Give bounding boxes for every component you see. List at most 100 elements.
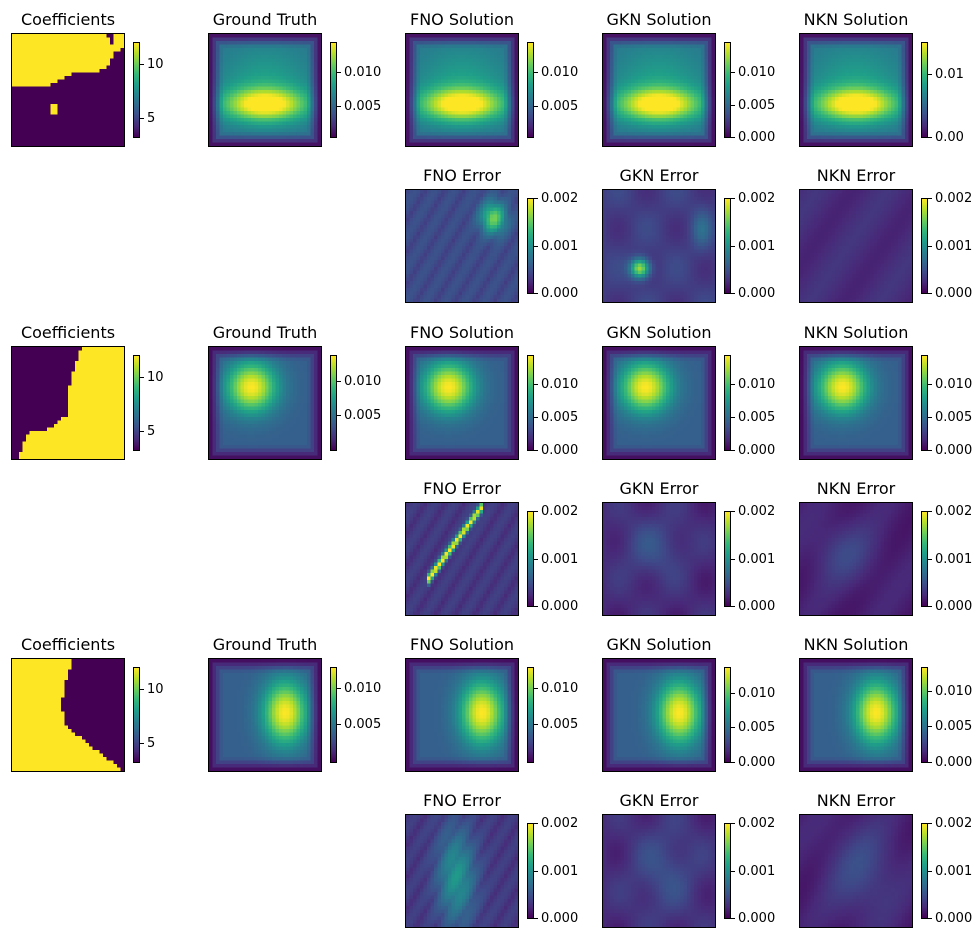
sample-2-fno-sol-tick-label: 0.000 bbox=[541, 444, 578, 457]
sample-3-nkn-sol-tick-mark bbox=[928, 691, 932, 692]
sample-1-nkn-err-tick-label: 0.000 bbox=[935, 287, 972, 300]
sample-3-gt-title: Ground Truth bbox=[213, 635, 318, 654]
sample-3-coef-title: Coefficients bbox=[21, 635, 115, 654]
sample-1-gkn-err-tick-mark bbox=[731, 293, 735, 294]
sample-3-gkn-err-heatmap bbox=[602, 814, 716, 928]
sample-2-gkn-err-tick-label: 0.000 bbox=[738, 600, 775, 613]
sample-3-coef-heatmap bbox=[11, 658, 125, 772]
sample-1-gkn-err-tick-label: 0.002 bbox=[738, 192, 775, 205]
sample-2-nkn-sol-tick-label: 0.010 bbox=[935, 378, 972, 391]
sample-3-fno-sol-tick-mark bbox=[534, 724, 538, 725]
sample-1-fno-sol-title: FNO Solution bbox=[410, 10, 514, 29]
sample-1-gt-heatmap bbox=[208, 33, 322, 147]
sample-3-nkn-sol-title: NKN Solution bbox=[804, 635, 909, 654]
sample-1-gkn-err-tick-label: 0.000 bbox=[738, 287, 775, 300]
sample-3-gkn-err-tick-label: 0.000 bbox=[738, 912, 775, 925]
sample-2-fno-err-tick-mark bbox=[534, 606, 538, 607]
sample-2-fno-err-tick-label: 0.000 bbox=[541, 600, 578, 613]
sample-1-gkn-err-title: GKN Error bbox=[620, 166, 699, 185]
sample-2-gkn-err-title: GKN Error bbox=[620, 479, 699, 498]
sample-3-nkn-sol-tick-label: 0.000 bbox=[935, 756, 972, 769]
sample-1-coef-tick-mark bbox=[140, 64, 144, 65]
sample-1-gt-title: Ground Truth bbox=[213, 10, 318, 29]
sample-1-fno-sol-tick-mark bbox=[534, 106, 538, 107]
sample-1-coef-tick-label: 5 bbox=[147, 112, 155, 125]
sample-3-gt-tick-mark bbox=[337, 724, 341, 725]
sample-1-nkn-err-tick-mark bbox=[928, 198, 932, 199]
sample-3-fno-sol-title: FNO Solution bbox=[410, 635, 514, 654]
sample-3-gkn-err-title: GKN Error bbox=[620, 791, 699, 810]
sample-2-nkn-sol-colorbar bbox=[921, 355, 928, 451]
sample-2-gkn-sol-heatmap bbox=[602, 346, 716, 460]
sample-2-gt-colorbar bbox=[330, 355, 337, 451]
sample-2-coef-title: Coefficients bbox=[21, 323, 115, 342]
sample-3-gkn-err-tick-label: 0.002 bbox=[738, 817, 775, 830]
sample-2-nkn-err-tick-label: 0.002 bbox=[935, 505, 972, 518]
sample-1-nkn-err-heatmap bbox=[799, 189, 913, 303]
sample-2-fno-sol-heatmap bbox=[405, 346, 519, 460]
sample-1-nkn-err-tick-mark bbox=[928, 293, 932, 294]
sample-1-fno-sol-colorbar bbox=[527, 42, 534, 138]
sample-1-fno-sol-heatmap bbox=[405, 33, 519, 147]
sample-1-fno-err-title: FNO Error bbox=[423, 166, 501, 185]
sample-1-gkn-sol-tick-mark bbox=[731, 105, 735, 106]
sample-2-gkn-sol-title: GKN Solution bbox=[606, 323, 711, 342]
sample-3-nkn-err-colorbar bbox=[921, 823, 928, 919]
sample-2-gkn-sol-tick-label: 0.005 bbox=[738, 411, 775, 424]
sample-1-nkn-err-colorbar bbox=[921, 198, 928, 294]
sample-1-coef-tick-label: 10 bbox=[147, 58, 164, 71]
sample-2-gkn-sol-tick-mark bbox=[731, 450, 735, 451]
sample-3-fno-err-tick-mark bbox=[534, 823, 538, 824]
sample-3-fno-err-heatmap bbox=[405, 814, 519, 928]
sample-3-gkn-sol-heatmap bbox=[602, 658, 716, 772]
sample-1-coef-title: Coefficients bbox=[21, 10, 115, 29]
sample-3-nkn-err-tick-mark bbox=[928, 823, 932, 824]
sample-2-nkn-err-colorbar bbox=[921, 511, 928, 607]
sample-3-fno-err-colorbar bbox=[527, 823, 534, 919]
sample-1-fno-sol-tick-label: 0.005 bbox=[541, 100, 578, 113]
sample-2-gt-tick-label: 0.010 bbox=[344, 375, 381, 388]
sample-1-gkn-sol-title: GKN Solution bbox=[606, 10, 711, 29]
sample-3-gt-colorbar bbox=[330, 667, 337, 763]
sample-3-gt-tick-mark bbox=[337, 688, 341, 689]
sample-1-gkn-err-tick-mark bbox=[731, 198, 735, 199]
sample-2-fno-sol-colorbar bbox=[527, 355, 534, 451]
sample-2-nkn-sol-tick-label: 0.005 bbox=[935, 411, 972, 424]
sample-1-nkn-sol-tick-label: 0.01 bbox=[935, 68, 964, 81]
sample-3-nkn-err-tick-mark bbox=[928, 918, 932, 919]
sample-1-gkn-err-tick-mark bbox=[731, 246, 735, 247]
sample-3-gkn-err-tick-mark bbox=[731, 918, 735, 919]
sample-3-fno-sol-tick-mark bbox=[534, 688, 538, 689]
sample-1-fno-err-tick-label: 0.002 bbox=[541, 192, 578, 205]
sample-2-gt-tick-label: 0.005 bbox=[344, 409, 381, 422]
sample-3-nkn-err-tick-label: 0.002 bbox=[935, 817, 972, 830]
sample-3-fno-sol-tick-label: 0.010 bbox=[541, 682, 578, 695]
sample-2-nkn-err-tick-label: 0.000 bbox=[935, 600, 972, 613]
sample-2-nkn-sol-tick-mark bbox=[928, 417, 932, 418]
sample-2-coef-tick-mark bbox=[140, 377, 144, 378]
sample-3-gkn-err-colorbar bbox=[724, 823, 731, 919]
sample-2-fno-sol-tick-label: 0.005 bbox=[541, 411, 578, 424]
sample-1-gkn-sol-tick-mark bbox=[731, 72, 735, 73]
sample-1-nkn-sol-colorbar bbox=[921, 42, 928, 138]
sample-2-nkn-err-tick-mark bbox=[928, 606, 932, 607]
sample-2-fno-err-tick-label: 0.001 bbox=[541, 553, 578, 566]
sample-3-nkn-sol-tick-label: 0.010 bbox=[935, 685, 972, 698]
sample-3-coef-tick-label: 10 bbox=[147, 683, 164, 696]
sample-3-nkn-err-heatmap bbox=[799, 814, 913, 928]
sample-2-gkn-err-tick-mark bbox=[731, 511, 735, 512]
sample-2-coef-colorbar bbox=[133, 355, 140, 451]
sample-3-gt-tick-label: 0.010 bbox=[344, 682, 381, 695]
sample-3-fno-sol-tick-label: 0.005 bbox=[541, 718, 578, 731]
sample-2-gkn-err-tick-mark bbox=[731, 606, 735, 607]
sample-2-coef-heatmap bbox=[11, 346, 125, 460]
sample-1-fno-err-tick-mark bbox=[534, 198, 538, 199]
sample-3-nkn-err-tick-mark bbox=[928, 871, 932, 872]
sample-1-gkn-sol-tick-label: 0.010 bbox=[738, 66, 775, 79]
sample-2-gkn-sol-colorbar bbox=[724, 355, 731, 451]
sample-3-fno-err-tick-label: 0.001 bbox=[541, 865, 578, 878]
sample-1-fno-err-colorbar bbox=[527, 198, 534, 294]
sample-2-fno-err-heatmap bbox=[405, 502, 519, 616]
sample-3-fno-sol-heatmap bbox=[405, 658, 519, 772]
sample-3-nkn-sol-heatmap bbox=[799, 658, 913, 772]
